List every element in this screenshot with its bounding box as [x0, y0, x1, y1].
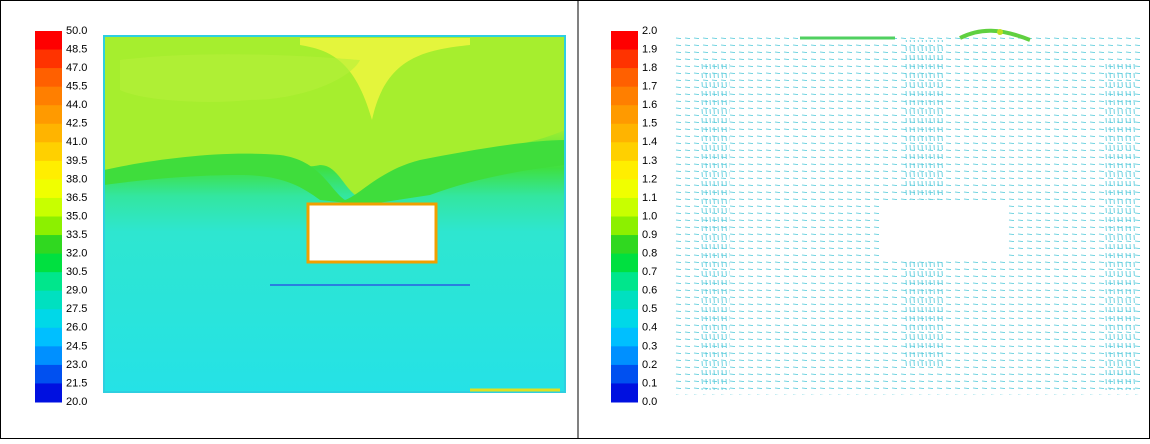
colorbar-label: 0.8	[642, 248, 657, 260]
colorbar-band	[35, 49, 62, 69]
colorbar-label: 1.0	[642, 210, 657, 222]
colorbar-band	[611, 383, 638, 403]
colorbar-band	[611, 290, 638, 310]
colorbar-label: 1.6	[642, 99, 657, 111]
colorbar-band	[611, 123, 638, 143]
colorbar-label: 0.3	[642, 340, 657, 352]
colorbar-band	[35, 383, 62, 403]
colorbar-band	[35, 105, 62, 125]
colorbar-label: 0.7	[642, 266, 657, 278]
colorbar-band	[35, 160, 62, 180]
colorbar-band	[611, 272, 638, 292]
colorbar-band	[611, 142, 638, 162]
colorbar-label: 1.8	[642, 62, 657, 74]
colorbar-label: 42.5	[66, 118, 87, 130]
colorbar-label: 35.0	[66, 210, 87, 222]
colorbar-band	[35, 309, 62, 329]
colorbar-band	[611, 253, 638, 273]
colorbar-band	[611, 235, 638, 255]
colorbar-label: 1.1	[642, 192, 657, 204]
colorbar-band	[611, 179, 638, 199]
colorbar-band	[611, 86, 638, 106]
colorbar-band	[35, 272, 62, 292]
colorbar-label: 44.0	[66, 99, 87, 111]
colorbar-band	[35, 235, 62, 255]
colorbar-label: 0.5	[642, 303, 657, 315]
colorbar-label: 1.5	[642, 118, 657, 130]
colorbar-label: 1.3	[642, 155, 657, 167]
colorbar-band	[611, 105, 638, 125]
colorbar-label: 32.0	[66, 248, 87, 260]
colorbar-band	[611, 31, 638, 51]
colorbar-label: 1.2	[642, 173, 657, 185]
colorbar-band	[35, 142, 62, 162]
colorbar-label: 0.1	[642, 377, 657, 389]
colorbar-label: 0.2	[642, 359, 657, 371]
colorbar-label: 33.5	[66, 229, 87, 241]
colorbar-band	[35, 364, 62, 384]
colorbar-band	[611, 364, 638, 384]
colorbar-band	[611, 216, 638, 236]
colorbar-band	[611, 49, 638, 69]
colorbar-label: 21.5	[66, 377, 87, 389]
colorbar-label: 2.0	[642, 25, 657, 37]
colorbar-band	[35, 290, 62, 310]
colorbar-label: 27.5	[66, 303, 87, 315]
colorbar-band	[35, 197, 62, 217]
colorbar-band	[35, 123, 62, 143]
colorbar-band	[35, 31, 62, 51]
colorbar-band	[35, 216, 62, 236]
colorbar-label: 20.0	[66, 396, 87, 408]
colorbar-label: 26.0	[66, 322, 87, 334]
colorbar-label: 48.5	[66, 43, 87, 55]
velocity-vectors	[675, 28, 1140, 395]
colorbar-label: 41.0	[66, 136, 87, 148]
colorbar-label: 45.5	[66, 81, 87, 93]
colorbar-label: 0.0	[642, 396, 657, 408]
colorbar-label: 38.0	[66, 173, 87, 185]
colorbar-band	[611, 197, 638, 217]
colorbar-label: 29.0	[66, 285, 87, 297]
colorbar-label: 0.9	[642, 229, 657, 241]
colorbar-band	[35, 253, 62, 273]
colorbar-label: 1.4	[642, 136, 657, 148]
colorbar-band	[35, 346, 62, 366]
colorbar-band	[611, 68, 638, 88]
colorbar-band	[35, 68, 62, 88]
colorbar-label: 1.7	[642, 81, 657, 93]
colorbar-band	[35, 86, 62, 106]
colorbar-label: 50.0	[66, 25, 87, 37]
colorbar-label: 24.5	[66, 340, 87, 352]
colorbar-label: 0.4	[642, 322, 657, 334]
colorbar-label: 1.9	[642, 43, 657, 55]
colorbar-band	[611, 327, 638, 347]
colorbar-band	[35, 327, 62, 347]
colorbars: 50.0 48.5 47.0 45.5 44.0 42.5 41.0 39.5 38.0 36.5…	[35, 25, 657, 408]
colorbar-band	[35, 179, 62, 199]
colorbar-band	[611, 309, 638, 329]
colorbar-label: 0.6	[642, 285, 657, 297]
colorbar-band	[611, 346, 638, 366]
colorbar-label: 47.0	[66, 62, 87, 74]
colorbar-label: 39.5	[66, 155, 87, 167]
colorbar-band	[611, 160, 638, 180]
colorbar-label: 36.5	[66, 192, 87, 204]
colorbar-label: 23.0	[66, 359, 87, 371]
temperature-contour	[103, 35, 566, 393]
colorbar-label: 30.5	[66, 266, 87, 278]
